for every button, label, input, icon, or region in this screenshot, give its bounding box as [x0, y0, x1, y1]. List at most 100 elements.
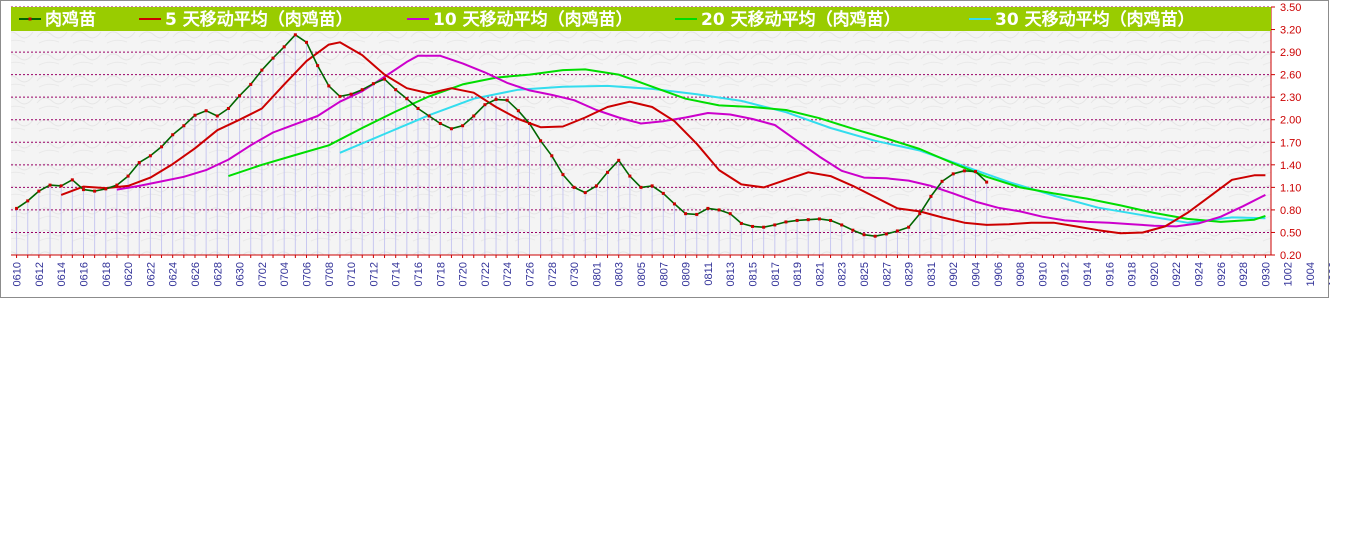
chart-frame: 3.50 3.20 2.90 2.60 2.30 2.00 1.70 1.40 1.10 0.80… [0, 0, 1330, 298]
x-tick-label: 1006 [1327, 262, 1330, 286]
y-tick-label: 1.40 [1280, 160, 1301, 172]
y-tick-label: 0.20 [1280, 250, 1301, 262]
price-point [438, 121, 442, 125]
price-point [806, 218, 810, 222]
price-point [427, 114, 431, 118]
y-tick-label: 2.90 [1280, 47, 1301, 59]
price-point [572, 185, 576, 189]
price-point [751, 224, 755, 228]
price-point [728, 212, 732, 216]
x-tick-label: 0712 [368, 262, 380, 286]
price-point [249, 82, 253, 86]
price-point [204, 109, 208, 113]
price-point [405, 97, 409, 101]
price-point [70, 178, 74, 182]
x-tick-label: 0626 [190, 262, 202, 286]
price-point [884, 232, 888, 236]
x-tick-label: 0831 [926, 262, 938, 286]
x-tick-label: 0918 [1127, 262, 1139, 286]
price-point [461, 124, 465, 128]
price-point [383, 77, 387, 81]
y-tick-label: 1.70 [1280, 137, 1301, 149]
price-point [784, 220, 788, 224]
x-tick-label: 0906 [993, 262, 1005, 286]
legend-label: 30 天移动平均（肉鸡苗） [995, 9, 1195, 30]
x-tick-label: 0714 [391, 262, 403, 286]
price-point [338, 94, 342, 98]
price-point [594, 184, 598, 188]
x-tick-label: 0622 [145, 262, 157, 286]
price-point [494, 97, 498, 101]
x-tick-label: 0718 [435, 262, 447, 286]
price-point [327, 84, 331, 88]
price-point [706, 206, 710, 210]
x-tick-label: 0819 [792, 262, 804, 286]
x-tick-label: 0702 [257, 262, 269, 286]
price-point [59, 184, 63, 188]
legend-label: 肉鸡苗 [45, 9, 96, 30]
price-point [617, 158, 621, 162]
price-point [293, 33, 297, 37]
price-point [26, 199, 30, 203]
y-tick-label: 1.10 [1280, 182, 1301, 194]
y-tick-label: 3.20 [1280, 25, 1301, 37]
price-point [895, 229, 899, 233]
price-point [260, 68, 264, 72]
x-tick-label: 0620 [123, 262, 135, 286]
x-tick-label: 0803 [614, 262, 626, 286]
price-point [695, 212, 699, 216]
x-tick-label: 0823 [837, 262, 849, 286]
price-point [606, 170, 610, 174]
x-tick-label: 0809 [681, 262, 693, 286]
price-point [349, 92, 353, 96]
price-point [449, 127, 453, 131]
x-tick-label: 0922 [1171, 262, 1183, 286]
price-point [394, 88, 398, 92]
series-line [116, 54, 1266, 228]
x-tick-label: 0815 [748, 262, 760, 286]
x-tick-label: 0724 [502, 262, 514, 286]
price-point [472, 114, 476, 118]
price-point [650, 184, 654, 188]
price-point [974, 170, 978, 174]
price-point [539, 139, 543, 143]
legend-label: 10 天移动平均（肉鸡苗） [433, 9, 633, 30]
legend [11, 7, 1271, 31]
x-tick-label: 0811 [703, 262, 715, 286]
price-point [840, 223, 844, 227]
price-point [661, 191, 665, 195]
legend-label: 5 天移动平均（肉鸡苗） [165, 9, 353, 30]
price-point [762, 225, 766, 229]
price-point [583, 191, 587, 195]
x-tick-label: 0706 [301, 262, 313, 286]
price-point [739, 221, 743, 225]
price-point [148, 154, 152, 158]
price-point [15, 206, 19, 210]
price-point [561, 173, 565, 177]
price-point [527, 121, 531, 125]
price-point [829, 218, 833, 222]
x-tick-label: 0710 [346, 262, 358, 286]
x-tick-label: 0805 [636, 262, 648, 286]
price-point [304, 40, 308, 44]
y-tick-label: 2.00 [1280, 115, 1301, 127]
price-point [873, 234, 877, 238]
x-tick-label: 0928 [1238, 262, 1250, 286]
series-line [228, 68, 1266, 223]
price-point [182, 124, 186, 128]
x-tick-label: 1004 [1305, 262, 1317, 286]
x-tick-label: 0616 [78, 262, 90, 286]
price-point [104, 187, 108, 191]
price-point [416, 106, 420, 110]
x-tick-label: 0926 [1216, 262, 1228, 286]
x-tick-label: 0624 [168, 262, 180, 286]
price-point [271, 56, 275, 60]
price-point [115, 183, 119, 187]
series-line [60, 41, 1266, 235]
price-point [238, 94, 242, 98]
price-point [918, 212, 922, 216]
x-tick-label: 0716 [413, 262, 425, 286]
price-point [985, 180, 989, 184]
series-line [339, 84, 1266, 224]
x-tick-label: 0910 [1037, 262, 1049, 286]
